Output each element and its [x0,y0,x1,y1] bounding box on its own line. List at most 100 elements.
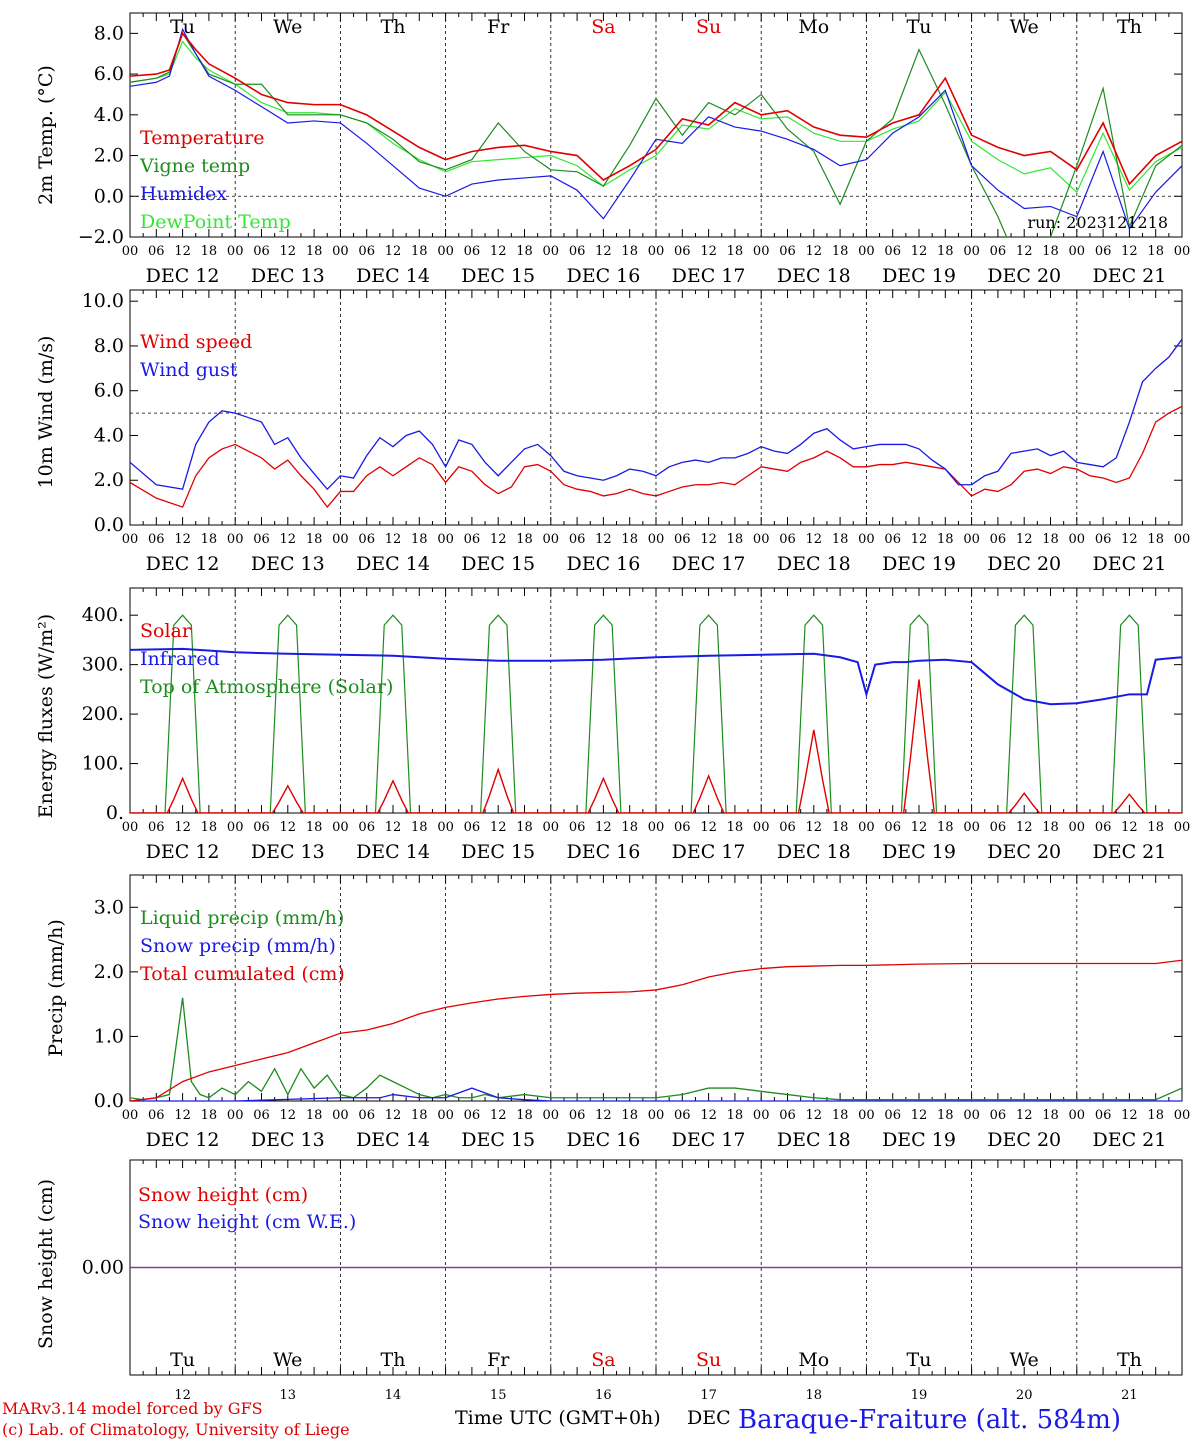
hour-tick-label: 00 [227,244,244,259]
series-solar [761,729,867,813]
hour-tick-label: 18 [201,532,218,547]
day-number-label: 14 [385,1388,402,1403]
hour-tick-label: 12 [700,244,717,259]
day-number-label: 16 [595,1388,612,1403]
series-solar [235,784,341,813]
date-label: DEC 20 [987,1129,1061,1151]
day-label: Tu [170,16,195,38]
day-label: Th [1117,1349,1142,1371]
hour-tick-label: 18 [727,532,744,547]
hour-tick-label: 00 [1174,532,1191,547]
legend-wind-speed-label: Wind speed [140,331,252,353]
hour-tick-label: 12 [280,820,297,835]
y-tick-label: 400. [82,604,124,626]
hour-tick-label: 00 [648,1108,665,1123]
hour-tick-label: 00 [858,244,875,259]
hour-tick-label: 00 [753,1108,770,1123]
y-tick-label: 6.0 [94,63,124,85]
hour-tick-label: 00 [122,244,139,259]
hour-tick-label: 06 [674,532,691,547]
hour-tick-label: 18 [1042,1108,1059,1123]
hour-tick-label: 12 [1121,1108,1138,1123]
legend-snow-precip-label: Snow precip (mm/h) [140,935,336,957]
series-top-of-atmosphere [235,614,341,813]
hour-tick-label: 00 [543,532,560,547]
hour-tick-label: 06 [779,820,796,835]
hour-tick-label: 00 [1174,244,1191,259]
date-label: DEC 17 [672,553,746,575]
series-solar [866,679,972,813]
legend-humidex-label: Humidex [140,183,227,205]
date-label: DEC 14 [356,265,430,287]
series-group [130,338,1182,509]
hour-tick-label: 06 [569,244,586,259]
hour-tick-label: 06 [990,244,1007,259]
hour-tick-label: 00 [122,532,139,547]
series-liquid-precip-mm-h- [130,997,1182,1101]
hour-tick-label: 00 [122,1108,139,1123]
hour-tick-label: 12 [174,1108,191,1123]
hour-tick-label: 06 [1095,820,1112,835]
day-label: Su [696,16,721,38]
panel-2: 400.300.200.100.0.00 06 12 18 00 06 12 18 00 06 12… [82,587,1190,863]
date-label: DEC 21 [1092,1129,1166,1151]
legend-snow: Snow height (cm) Snow height (cm W.E.) [138,1184,356,1233]
series-infrared [130,647,1182,706]
day-label: Sa [591,1349,615,1371]
series-top-of-atmosphere [130,614,236,813]
hour-tick-label: 06 [464,820,481,835]
hour-tick-label: 06 [1095,244,1112,259]
hour-tick-label: 00 [648,532,665,547]
panels: 8.06.04.02.00.0−2.000 06 12 18 00 06 12 18 00 06 1… [78,12,1191,1403]
hour-tick-label: 12 [595,532,612,547]
y-tick-label: 6.0 [94,380,124,402]
hour-tick-label: 18 [727,820,744,835]
date-label: DEC 13 [251,1129,325,1151]
hour-tick-label: 12 [385,532,402,547]
hour-tick-label: 12 [174,244,191,259]
hour-tick-label: 12 [1016,820,1033,835]
day-number-label: 21 [1121,1388,1138,1403]
series-top-of-atmosphere [550,614,656,813]
day-label: Mo [798,1349,829,1371]
hour-tick-label: 06 [464,1108,481,1123]
hour-tick-label: 12 [911,532,928,547]
footer-lab: (c) Lab. of Climatology, University of L… [2,1420,350,1439]
series-dewpoint-temp [130,40,1182,194]
hour-tick-label: 18 [937,820,954,835]
hour-tick-label: 00 [753,244,770,259]
y-tick-label: −2.0 [78,226,124,248]
hour-tick-label: 12 [700,820,717,835]
hour-tick-label: 18 [727,1108,744,1123]
hour-tick-label: 12 [385,244,402,259]
hour-tick-label: 18 [621,1108,638,1123]
hour-tick-label: 00 [963,820,980,835]
hour-tick-label: 06 [148,244,165,259]
series-top-of-atmosphere [340,614,446,813]
hour-tick-label: 12 [280,532,297,547]
date-label: DEC 16 [566,265,640,287]
hour-tick-label: 12 [1016,1108,1033,1123]
hour-tick-label: 06 [358,244,375,259]
day-number-label: 13 [280,1388,297,1403]
footer-month: DEC [687,1407,731,1429]
hour-tick-label: 06 [464,532,481,547]
hour-tick-label: 00 [332,244,349,259]
panel-4: 0.00 Tu We Th Fr Sa Su Mo Tu We Th 12 13 14 15 16 17 18 19… [82,1159,1183,1403]
footer-station: Baraque-Fraiture (alt. 584m) [738,1405,1121,1435]
hour-tick-label: 12 [911,1108,928,1123]
y-tick-label: 200. [82,703,124,725]
date-label: DEC 19 [882,553,956,575]
series-snow-precip-mm-h- [130,1087,1182,1101]
hour-tick-label: 06 [148,820,165,835]
hour-tick-label: 18 [832,532,849,547]
hour-tick-label: 18 [937,1108,954,1123]
hour-tick-label: 18 [411,244,428,259]
hour-tick-label: 06 [674,244,691,259]
series-top-of-atmosphere [866,614,972,813]
series-temperature [130,31,1182,186]
hour-tick-label: 18 [1147,532,1164,547]
hour-tick-label: 12 [490,820,507,835]
day-number-label: 18 [806,1388,823,1403]
hour-tick-label: 00 [753,532,770,547]
